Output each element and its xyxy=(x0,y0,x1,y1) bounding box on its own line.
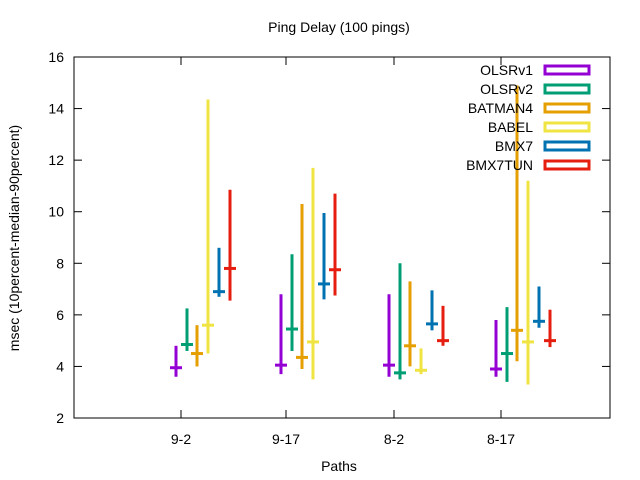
y-tick-label: 2 xyxy=(56,410,64,426)
x-tick-label: 8-2 xyxy=(384,431,404,447)
legend-label: BATMAN4 xyxy=(468,100,533,116)
x-tick-label: 9-2 xyxy=(171,431,191,447)
y-tick-label: 12 xyxy=(48,152,64,168)
y-tick-label: 10 xyxy=(48,204,64,220)
chart-title: Ping Delay (100 pings) xyxy=(268,19,410,35)
legend-swatch xyxy=(543,83,591,95)
x-tick-label: 9-17 xyxy=(272,431,300,447)
legend-label: OLSRv1 xyxy=(480,62,533,78)
y-tick-label: 8 xyxy=(56,255,64,271)
y-tick-label: 16 xyxy=(48,49,64,65)
legend-label: OLSRv2 xyxy=(480,81,533,97)
legend-label: BABEL xyxy=(488,119,533,135)
legend-swatch xyxy=(543,159,591,171)
legend-swatch xyxy=(543,64,591,76)
y-tick-label: 14 xyxy=(48,101,64,117)
x-tick-label: 8-17 xyxy=(487,431,515,447)
y-axis-label: msec (10percent-median-90percent) xyxy=(6,125,22,351)
legend-swatch xyxy=(543,121,591,133)
legend-label: BMX7TUN xyxy=(466,157,533,173)
plot-area: 2 4 6 8 10 12 14 16 9-2 9-17 8-2 8-17 OLSRv1 OLSRv2 BA… xyxy=(48,49,611,447)
legend-swatch xyxy=(543,140,591,152)
y-tick-label: 4 xyxy=(56,358,64,374)
y-tick-label: 6 xyxy=(56,307,64,323)
plot-border xyxy=(73,56,611,419)
legend-swatch xyxy=(543,102,591,114)
legend-label: BMX7 xyxy=(495,138,533,154)
x-axis-label: Paths xyxy=(321,458,357,474)
